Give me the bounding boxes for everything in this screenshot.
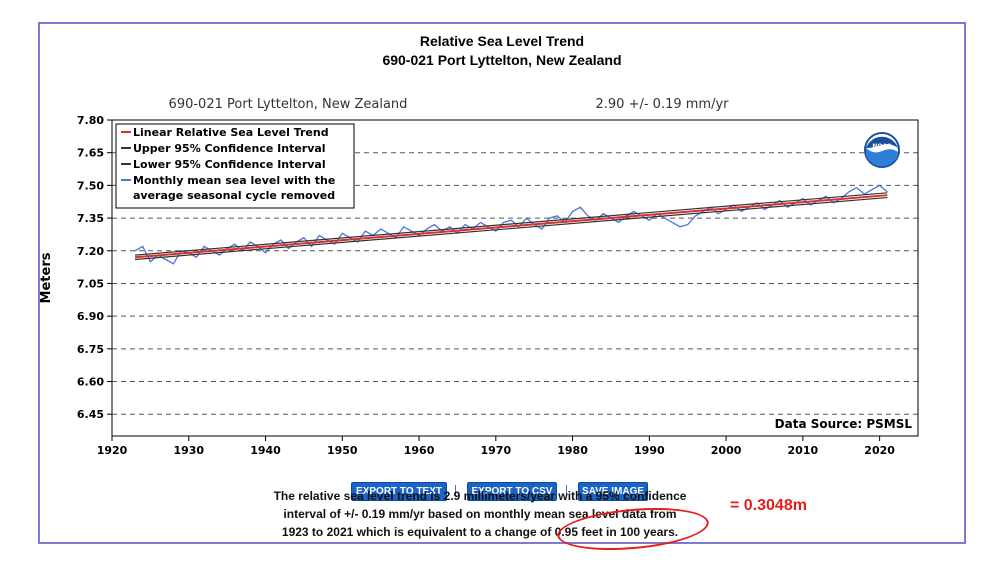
legend-label: Linear Relative Sea Level Trend bbox=[133, 126, 329, 139]
x-tick-label: 1970 bbox=[480, 444, 511, 457]
x-tick-label: 1930 bbox=[173, 444, 204, 457]
button-separator: | bbox=[565, 484, 568, 496]
summary-line: interval of +/- 0.19 mm/yr based on mont… bbox=[283, 507, 677, 521]
plot-area bbox=[111, 119, 919, 437]
chart-title: Relative Sea Level Trend bbox=[420, 33, 584, 49]
y-tick-label: 7.80 bbox=[77, 114, 104, 127]
y-tick-label: 7.05 bbox=[77, 277, 104, 290]
summary-line: 1923 to 2021 which is equivalent to a ch… bbox=[281, 525, 679, 539]
y-tick-label: 6.45 bbox=[77, 408, 104, 421]
chart-subtitle: 690-021 Port Lyttelton, New Zealand bbox=[382, 52, 621, 68]
noaa-logo-top bbox=[866, 136, 898, 148]
chart-frame: Relative Sea Level Trend 690-021 Port Lyt… bbox=[38, 22, 966, 544]
legend-label: Lower 95% Confidence Interval bbox=[133, 158, 326, 171]
x-tick-label: 1950 bbox=[327, 444, 358, 457]
noaa-logo-wave bbox=[866, 148, 898, 167]
data-source-note: Data Source: PSMSL bbox=[775, 417, 913, 431]
export-to-csv-button[interactable]: EXPORT TO CSV bbox=[467, 482, 557, 501]
x-tick-label: 1920 bbox=[97, 444, 128, 457]
export-to-text-button[interactable]: EXPORT TO TEXT bbox=[351, 482, 447, 501]
x-tick-label: 1940 bbox=[250, 444, 281, 457]
sea-level-chart: Relative Sea Level Trend 690-021 Port Lyt… bbox=[40, 33, 919, 457]
lower-confidence-line bbox=[134, 196, 888, 261]
x-tick-label: 1990 bbox=[634, 444, 665, 457]
trend-summary: The relative sea level trend is 2.9 mill… bbox=[240, 487, 720, 541]
y-tick-label: 7.65 bbox=[77, 147, 104, 160]
noaa-logo-text: NOAA bbox=[872, 143, 892, 150]
y-tick-label: 7.35 bbox=[77, 212, 104, 225]
y-tick-label: 6.90 bbox=[77, 310, 104, 323]
summary-line: The relative sea level trend is 2.9 mill… bbox=[273, 489, 687, 503]
legend-label: Upper 95% Confidence Interval bbox=[133, 142, 326, 155]
legend-label: average seasonal cycle removed bbox=[133, 189, 335, 202]
conversion-annotation: = 0.3048m bbox=[730, 497, 807, 514]
y-tick-label: 6.75 bbox=[77, 343, 104, 356]
save-image-button[interactable]: SAVE IMAGE bbox=[578, 482, 648, 501]
plot-station-label: 690-021 Port Lyttelton, New Zealand bbox=[169, 97, 408, 112]
x-tick-label: 2020 bbox=[864, 444, 895, 457]
button-separator: | bbox=[454, 484, 457, 496]
y-tick-label: 6.60 bbox=[77, 376, 104, 389]
x-tick-label: 2010 bbox=[788, 444, 819, 457]
plot-rate-label: 2.90 +/- 0.19 mm/yr bbox=[596, 97, 730, 112]
x-tick-label: 1980 bbox=[557, 444, 588, 457]
legend-box bbox=[115, 123, 355, 209]
y-tick-label: 7.50 bbox=[77, 179, 104, 192]
x-tick-label: 1960 bbox=[404, 444, 435, 457]
linear-trend-line bbox=[134, 194, 888, 259]
y-axis-label: Meters bbox=[40, 252, 54, 303]
y-tick-label: 7.20 bbox=[77, 245, 104, 258]
legend-label: Monthly mean sea level with the bbox=[133, 174, 335, 187]
x-tick-label: 2000 bbox=[711, 444, 742, 457]
upper-confidence-line bbox=[134, 192, 888, 256]
